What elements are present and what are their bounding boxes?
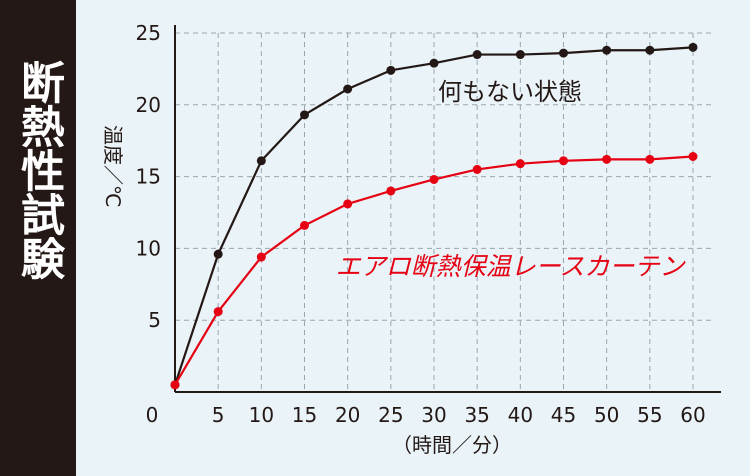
axes (174, 25, 721, 393)
x-tick-label: 20 (335, 403, 360, 427)
y-axis-label: 温度／℃ (101, 125, 125, 207)
data-point (300, 110, 309, 120)
x-tick-label: 40 (508, 403, 533, 427)
data-point (213, 307, 223, 317)
series (170, 42, 698, 390)
x-tick-label: 10 (249, 403, 274, 427)
y-tick-label: 20 (136, 93, 161, 117)
data-point (429, 174, 439, 184)
series-label: 何もない状態 (438, 78, 582, 106)
side-title: 断熱性試験 (13, 60, 64, 280)
data-point (472, 50, 482, 60)
data-point (256, 252, 266, 262)
data-point (559, 48, 568, 58)
x-tick-label: 60 (680, 403, 705, 427)
y-tick-label: 25 (136, 21, 161, 45)
data-point (515, 159, 525, 169)
x-tick-label: 25 (378, 403, 403, 427)
x-tick-label: 50 (594, 403, 619, 427)
data-point (386, 65, 396, 75)
series-label: エアロ断熱保温レースカーテン (336, 252, 687, 281)
data-point (472, 164, 482, 174)
data-point (213, 249, 223, 259)
data-point (170, 380, 180, 390)
data-point (688, 42, 698, 52)
data-point (602, 154, 612, 164)
data-point (559, 156, 568, 166)
data-point (300, 220, 309, 230)
x-tick-label: 0 (146, 403, 159, 427)
x-tick-label: 5 (212, 403, 225, 427)
data-point (645, 154, 655, 164)
grid (175, 32, 713, 392)
data-point (256, 156, 266, 166)
side-panel: 断熱性試験 (0, 0, 76, 476)
y-tick-label: 10 (136, 236, 161, 260)
x-axis-label: （時間／分） (392, 433, 512, 457)
data-point (645, 45, 655, 55)
x-tick-label: 35 (464, 403, 489, 427)
data-point (343, 199, 353, 209)
data-point (386, 186, 396, 196)
data-point (343, 84, 353, 94)
tick-labels: 0 5 10 15 20 25 30 35 40 45 50 55 60 5 10 15 20 25 (136, 21, 706, 427)
x-tick-label: 15 (292, 403, 317, 427)
data-point (429, 58, 439, 68)
data-point (515, 50, 525, 60)
x-tick-label: 30 (421, 403, 446, 427)
y-tick-label: 15 (136, 165, 161, 189)
x-tick-label: 55 (637, 403, 662, 427)
y-tick-label: 5 (148, 308, 161, 332)
x-tick-label: 45 (551, 403, 576, 427)
data-point (602, 45, 612, 55)
data-point (688, 151, 698, 161)
